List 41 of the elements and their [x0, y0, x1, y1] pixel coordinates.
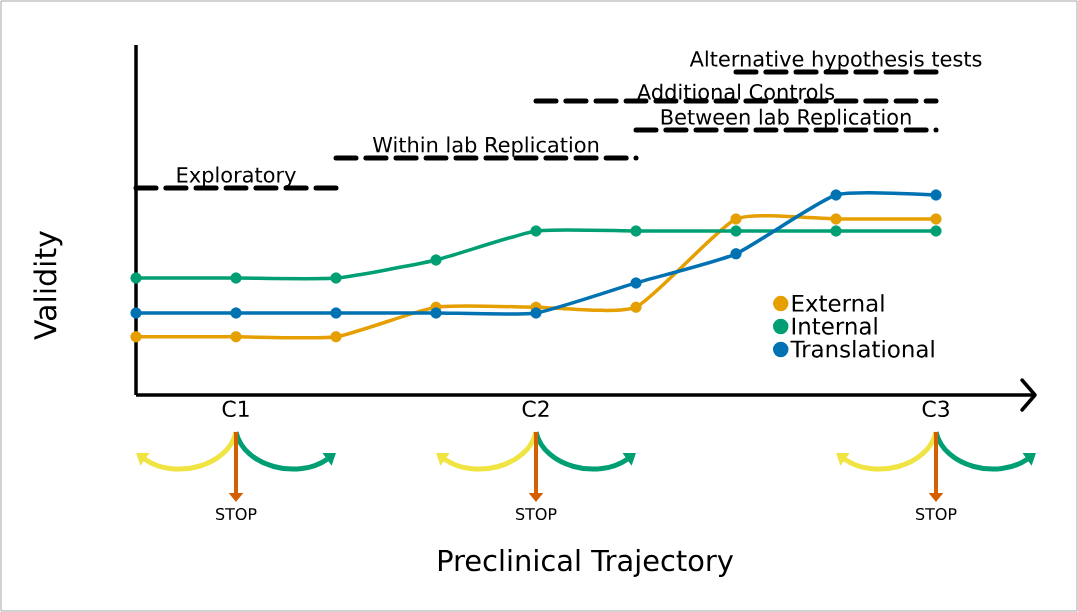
y-axis-title: Validity — [33, 231, 63, 340]
point — [230, 307, 242, 319]
point — [930, 213, 942, 225]
series-label: Exploratory — [177, 166, 296, 187]
point — [430, 254, 442, 266]
point — [530, 307, 542, 319]
point — [330, 331, 342, 343]
text: STOP — [216, 507, 257, 521]
series-label: Between lab Replication — [661, 108, 911, 129]
series-label: Within lab Replication — [372, 136, 599, 157]
point — [130, 307, 142, 319]
point — [730, 248, 742, 260]
x-tick-label: C1 — [222, 400, 249, 418]
point — [530, 225, 542, 237]
point — [630, 225, 642, 237]
text: STOP — [516, 507, 557, 521]
point — [930, 225, 942, 237]
point — [830, 213, 842, 225]
x-axis-title: Preclinical Trajectory — [438, 549, 733, 577]
x-tick-label: C2 — [522, 400, 549, 418]
point — [730, 225, 742, 237]
point — [430, 307, 442, 319]
legend-label: External — [792, 294, 884, 312]
point — [830, 189, 842, 201]
legend-label: Internal — [792, 317, 877, 335]
point — [230, 331, 242, 343]
point — [230, 272, 242, 284]
series-label: Alternative hypothesis tests — [689, 50, 982, 71]
point — [930, 189, 942, 201]
text: STOP — [916, 507, 957, 521]
point — [730, 213, 742, 225]
point — [630, 301, 642, 313]
legend-label: Translational — [790, 339, 934, 358]
point — [630, 277, 642, 289]
point — [330, 272, 342, 284]
x-tick-label: C3 — [922, 400, 949, 418]
point — [830, 225, 842, 237]
point — [130, 331, 142, 343]
point — [330, 307, 342, 319]
point — [130, 272, 142, 284]
series-label: Additional Controls — [637, 83, 835, 100]
